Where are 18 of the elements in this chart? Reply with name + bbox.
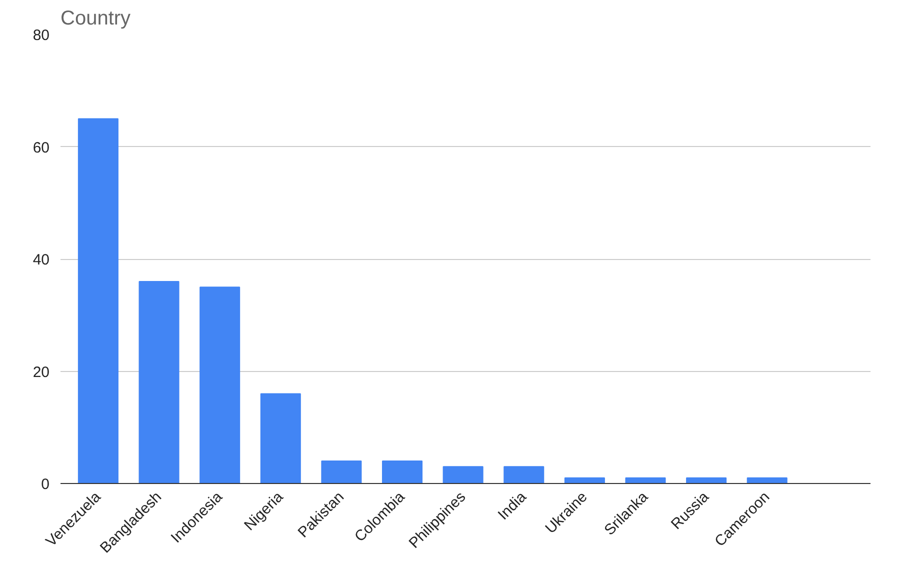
- y-tick-label: 60: [32, 139, 50, 156]
- bar: [260, 393, 301, 484]
- bar: [564, 477, 605, 484]
- y-tick-label: 0: [41, 476, 50, 493]
- bar: [442, 466, 484, 484]
- chart-title: Country: [60, 8, 131, 30]
- bar: [625, 477, 666, 484]
- bar: [78, 118, 118, 484]
- bar: [200, 286, 240, 484]
- y-tick-label: 80: [32, 27, 50, 44]
- bar: [138, 280, 180, 484]
- bar: [504, 466, 544, 484]
- bar: [686, 477, 727, 484]
- y-tick-label: 40: [32, 252, 50, 268]
- bar: [321, 460, 362, 484]
- bar: [746, 477, 788, 484]
- y-tick-label: 20: [32, 364, 50, 381]
- bar: [382, 460, 423, 484]
